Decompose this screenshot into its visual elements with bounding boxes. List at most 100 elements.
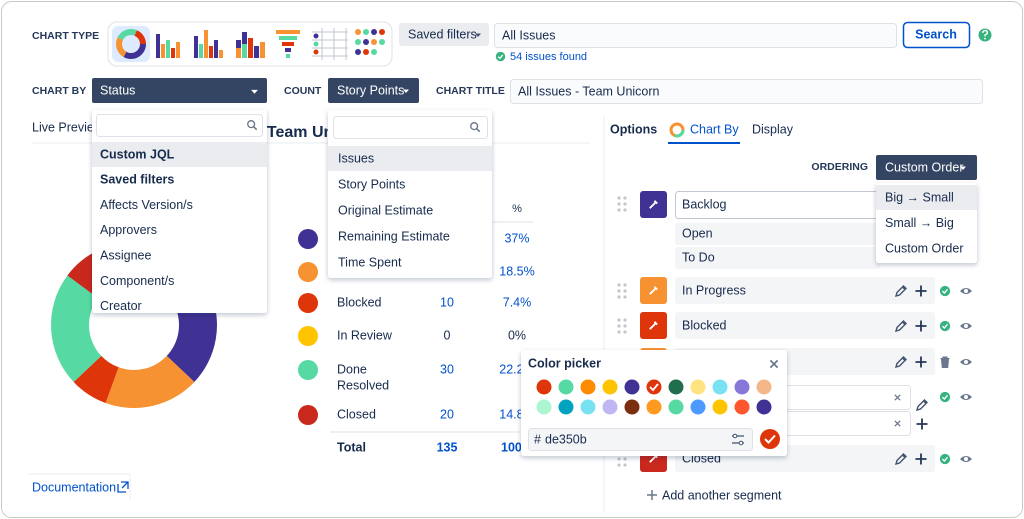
menu-item[interactable]: Small → Big <box>885 216 954 230</box>
count-label: COUNT <box>284 85 322 97</box>
color-swatch[interactable] <box>558 379 574 395</box>
found-check-icon <box>495 51 506 62</box>
color-swatch[interactable] <box>624 379 640 395</box>
color-swatch[interactable] <box>602 399 618 415</box>
legend-dot <box>298 326 318 346</box>
menu-item[interactable]: Approvers <box>100 223 157 237</box>
menu-highlight <box>92 142 267 167</box>
add-segment-button[interactable]: Add another segment <box>647 488 782 502</box>
documentation-text: Documentation <box>32 480 116 494</box>
color-swatch[interactable] <box>712 399 728 415</box>
status-chip[interactable] <box>675 223 880 245</box>
issues-found[interactable]: 54 issues found <box>510 51 587 63</box>
chart-by-value: Status <box>100 83 135 97</box>
search-button-text: Search <box>915 27 957 41</box>
row-count: 30 <box>440 362 454 376</box>
color-swatch[interactable] <box>558 399 574 415</box>
segment-row <box>675 277 935 304</box>
count-select[interactable]: Story Points <box>328 78 419 103</box>
color-swatch[interactable] <box>756 379 772 395</box>
row-percent: 7.4% <box>503 295 532 309</box>
color-swatch[interactable] <box>734 399 750 415</box>
color-swatch[interactable] <box>646 399 662 415</box>
menu-highlight <box>328 146 492 171</box>
menu-search[interactable] <box>333 116 488 139</box>
menu-item[interactable]: Custom JQL <box>100 147 175 161</box>
color-swatch[interactable] <box>734 379 750 395</box>
menu-item[interactable]: Story Points <box>338 177 405 191</box>
chart-title-input[interactable]: All Issues - Team Unicorn <box>510 79 983 104</box>
live-preview-tab[interactable]: Live Preview <box>32 120 104 134</box>
visible-check[interactable] <box>939 285 951 297</box>
ordering-menu <box>876 183 977 263</box>
visible-check[interactable] <box>939 320 951 332</box>
options-tab[interactable]: Options <box>610 122 657 136</box>
menu-item[interactable]: Assignee <box>100 248 151 262</box>
saved-filters-text: Saved filters <box>408 27 477 41</box>
menu-item[interactable]: Big → Small <box>885 190 954 204</box>
legend-dot <box>298 405 318 425</box>
color-swatch[interactable] <box>536 379 552 395</box>
hex-prefix: # <box>534 432 541 446</box>
total-count: 135 <box>437 440 458 454</box>
row-count: 0 <box>444 328 451 342</box>
menu-item[interactable]: Issues <box>338 151 374 165</box>
hex-value: de350b <box>545 432 587 446</box>
color-swatch[interactable] <box>668 399 684 415</box>
menu-item[interactable]: Affects Version/s <box>100 198 193 212</box>
segment-name: Backlog <box>682 197 727 211</box>
color-swatch[interactable] <box>624 399 640 415</box>
menu-item[interactable]: Creator <box>100 299 142 313</box>
adjust-icon <box>732 433 738 439</box>
help-icon[interactable] <box>978 28 992 42</box>
apply-button[interactable] <box>760 429 780 449</box>
color-swatch[interactable] <box>580 379 596 395</box>
status-chip[interactable] <box>675 247 880 269</box>
search-input[interactable]: All Issues <box>494 23 897 48</box>
documentation-link[interactable]: Documentation <box>28 473 131 500</box>
menu-item[interactable]: Saved filters <box>100 173 174 187</box>
display-tab[interactable]: Display <box>752 122 794 136</box>
chart-type-picker[interactable] <box>107 21 393 67</box>
count-value: Story Points <box>337 83 404 97</box>
donut-segment <box>105 355 195 408</box>
chart-by-tab[interactable]: Chart By <box>690 122 739 136</box>
color-swatch[interactable] <box>602 379 618 395</box>
row-percent: 0% <box>508 328 526 342</box>
chart-title-label: CHART TITLE <box>436 85 505 97</box>
donut-segment <box>50 275 102 382</box>
donut-segment <box>73 355 119 403</box>
total-label: Total <box>337 440 366 454</box>
chart-by-tab-icon <box>669 122 685 138</box>
color-swatch[interactable] <box>536 399 552 415</box>
color-swatch[interactable] <box>690 399 706 415</box>
ordering-value: Custom Order <box>885 160 964 174</box>
chart-title-value: All Issues - Team Unicorn <box>518 84 660 98</box>
menu-item[interactable]: Component/s <box>100 274 174 288</box>
color-swatch[interactable] <box>712 379 728 395</box>
color-swatch[interactable] <box>690 379 706 395</box>
color-swatch[interactable] <box>580 399 596 415</box>
color-picker-title: Color picker <box>528 356 601 370</box>
add-segment-text: Add another segment <box>662 488 782 502</box>
search-button[interactable]: Search <box>902 21 971 49</box>
menu-item[interactable]: Original Estimate <box>338 203 433 217</box>
menu-search[interactable] <box>96 114 263 137</box>
menu-item[interactable]: Remaining Estimate <box>338 229 450 243</box>
legend-dot <box>298 360 318 380</box>
visible-check[interactable] <box>939 453 951 465</box>
delete-icon[interactable] <box>940 356 950 368</box>
menu-item[interactable]: Custom Order <box>885 241 964 255</box>
menu-item[interactable]: Time Spent <box>338 255 402 269</box>
percent-header: % <box>512 203 522 215</box>
row-count: 10 <box>440 295 454 309</box>
chart-by-select[interactable]: Status <box>92 78 267 103</box>
color-swatch[interactable] <box>646 379 662 395</box>
visible-check[interactable] <box>939 391 951 403</box>
search-query: All Issues <box>502 28 556 42</box>
saved-filters-button[interactable]: Saved filters <box>399 23 489 46</box>
ordering-select[interactable]: Custom Order <box>876 155 977 180</box>
color-swatch[interactable] <box>756 399 772 415</box>
color-swatch[interactable] <box>668 379 684 395</box>
hex-input[interactable] <box>528 428 753 451</box>
